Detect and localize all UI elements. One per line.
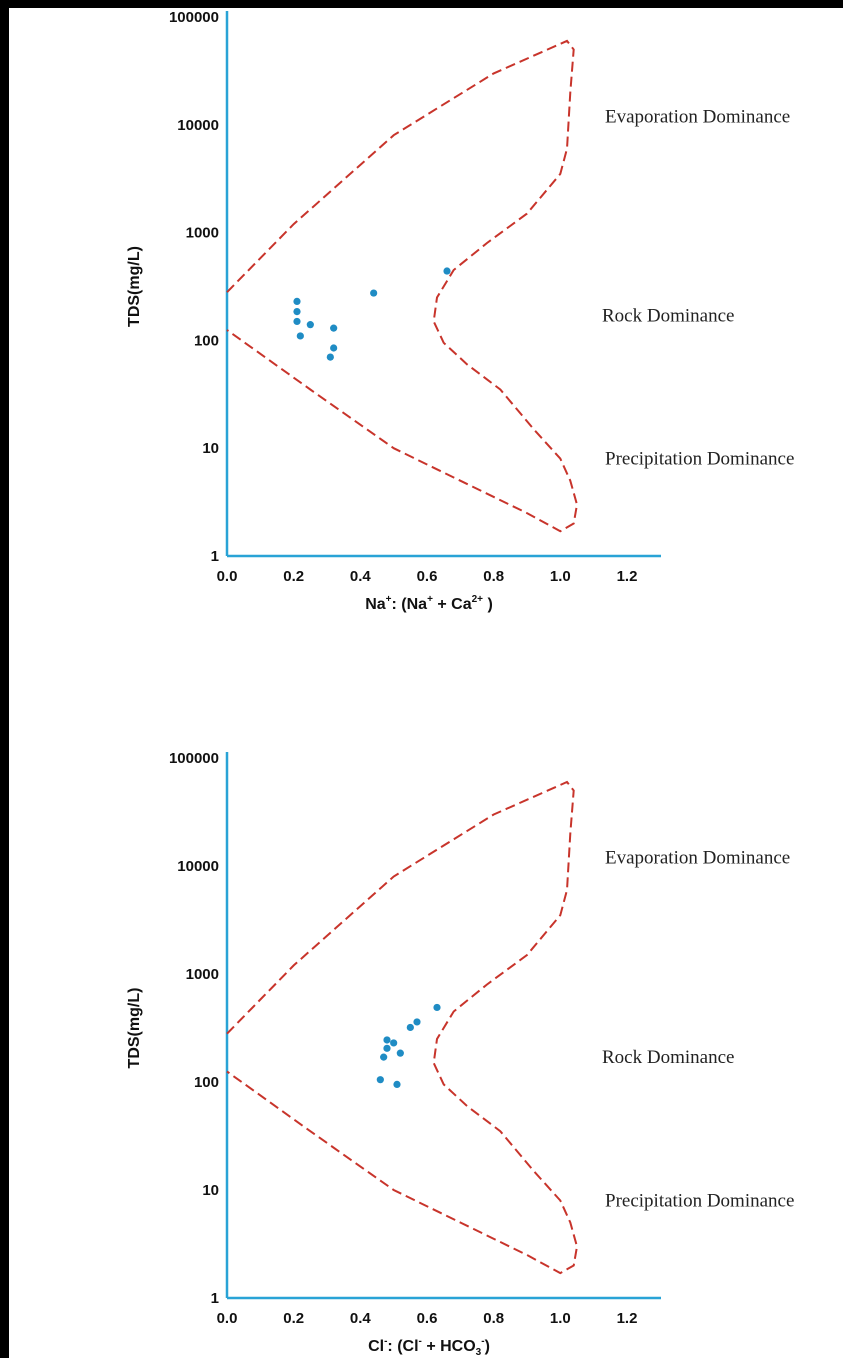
- y-tick-label: 1: [211, 548, 219, 565]
- data-point: [433, 1003, 441, 1012]
- gibbs-diagrams: 1 10 100 1000 10000 100000 0.0 0.2 0.4 0.6 0.8 1.0 1…: [126, 9, 794, 1358]
- x-tick-label: 0.6: [417, 1310, 438, 1327]
- data-point: [293, 307, 301, 316]
- y-tick-label: 10000: [177, 117, 219, 134]
- figure-frame: 1 10 100 1000 10000 100000 0.0 0.2 0.4 0.6 0.8 1.0 1…: [9, 8, 843, 1358]
- y-tick-label: 10000: [177, 858, 219, 875]
- y-tick-label: 10: [202, 440, 219, 457]
- y-tick-label: 1: [211, 1290, 219, 1307]
- x-tick-label: 0.4: [350, 1310, 372, 1327]
- x-tick-label: 0.2: [283, 568, 304, 585]
- y-tick-label: 1000: [186, 225, 219, 242]
- x-tick-label: 1.0: [550, 568, 571, 585]
- x-tick-label: 0.8: [483, 1310, 504, 1327]
- x-tick-label: 1.2: [617, 1310, 638, 1327]
- x-tick-label: 0.4: [350, 568, 372, 585]
- gibbs-plot-na: 1 10 100 1000 10000 100000 0.0 0.2 0.4 0.6 0.8 1.0 1…: [126, 9, 794, 613]
- data-point: [413, 1018, 421, 1026]
- dominance-boundary: [226, 39, 579, 533]
- y-tick-label: 1000: [186, 966, 219, 983]
- data-point: [383, 1036, 391, 1044]
- data-point: [380, 1053, 388, 1061]
- y-axis-title: TDS(mg/L): [126, 246, 143, 327]
- x-tick-label: 0.2: [283, 1310, 304, 1327]
- data-point: [330, 324, 338, 332]
- region-label: Precipitation Dominance: [605, 1190, 794, 1211]
- data-point: [396, 1049, 404, 1057]
- y-axis-title: TDS(mg/L): [126, 988, 143, 1069]
- data-point: [330, 344, 338, 352]
- data-point: [393, 1080, 401, 1089]
- y-tick-label: 100: [194, 332, 219, 349]
- data-point: [326, 353, 334, 361]
- x-tick-label: 0.0: [217, 1310, 238, 1327]
- region-label: Rock Dominance: [602, 306, 734, 327]
- x-axis-title: Na+: (Na+ + Ca2+ ): [365, 594, 493, 613]
- y-tick-label: 100: [194, 1074, 219, 1091]
- x-tick-label: 1.0: [550, 1310, 571, 1327]
- data-point: [370, 289, 378, 297]
- y-tick-label: 10: [202, 1182, 219, 1199]
- dominance-boundary: [226, 780, 579, 1275]
- region-label: Evaporation Dominance: [605, 106, 790, 127]
- x-tick-label: 0.6: [417, 568, 438, 585]
- x-axis-title: Cl-: (Cl- + HCO3-): [368, 1336, 490, 1358]
- gibbs-plot-cl: 1 10 100 1000 10000 100000 0.0 0.2 0.4 0.6 0.8 1.0 1…: [126, 750, 794, 1358]
- region-label: Evaporation Dominance: [605, 847, 790, 868]
- region-label: Precipitation Dominance: [605, 449, 794, 470]
- data-point: [406, 1023, 414, 1032]
- data-point: [293, 317, 301, 326]
- x-tick-label: 1.2: [617, 568, 638, 585]
- data-point: [296, 332, 304, 340]
- data-point: [443, 267, 451, 275]
- x-tick-label: 0.8: [483, 568, 504, 585]
- data-point: [376, 1076, 384, 1084]
- data-point: [306, 321, 314, 329]
- data-point: [390, 1039, 398, 1047]
- data-point: [293, 297, 301, 306]
- y-tick-label: 100000: [169, 9, 219, 26]
- x-tick-label: 0.0: [217, 568, 238, 585]
- region-label: Rock Dominance: [602, 1047, 734, 1068]
- data-point: [383, 1044, 391, 1052]
- y-tick-label: 100000: [169, 750, 219, 767]
